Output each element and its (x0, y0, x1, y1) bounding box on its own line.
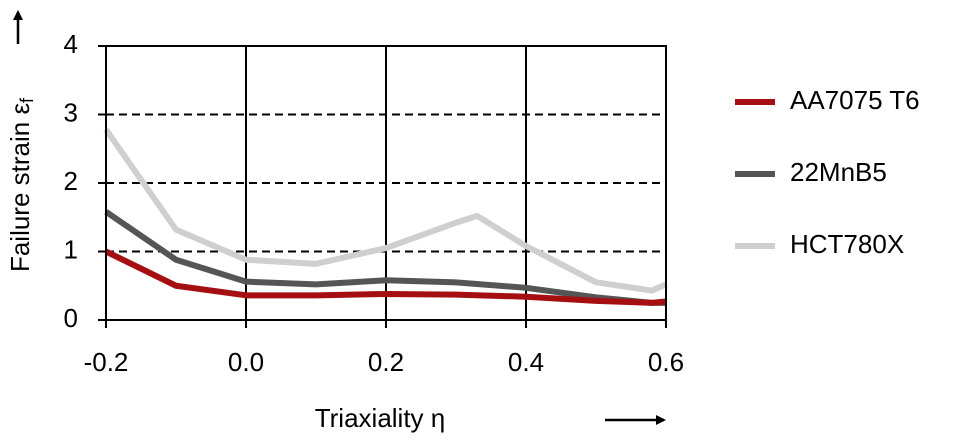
series-line (104, 248, 667, 306)
y-tick-label: 1 (64, 234, 78, 264)
x-tick-label: 0.6 (648, 347, 684, 377)
y-tick-label: 2 (64, 166, 78, 196)
y-axis-label-subscript: f (17, 97, 37, 103)
legend-label: 22MnB5 (790, 157, 887, 187)
legend-label: HCT780X (790, 229, 904, 259)
plot-border (105, 45, 667, 321)
x-tick-label: 0.0 (228, 347, 264, 377)
x-tick-label: -0.2 (84, 347, 129, 377)
x-tick-label: 0.4 (508, 347, 544, 377)
y-axis-label-text: Failure strain ε (5, 103, 35, 272)
x-axis-label: Triaxiality η (315, 403, 446, 433)
legend-label: AA7075 T6 (790, 85, 920, 115)
x-tick-label: 0.2 (368, 347, 404, 377)
y-tick-label: 3 (64, 97, 78, 127)
y-tick-label: 0 (64, 303, 78, 333)
y-tick-label: 4 (64, 29, 78, 59)
y-axis-label: Failure strain εf (5, 97, 37, 272)
series-line (103, 127, 668, 294)
